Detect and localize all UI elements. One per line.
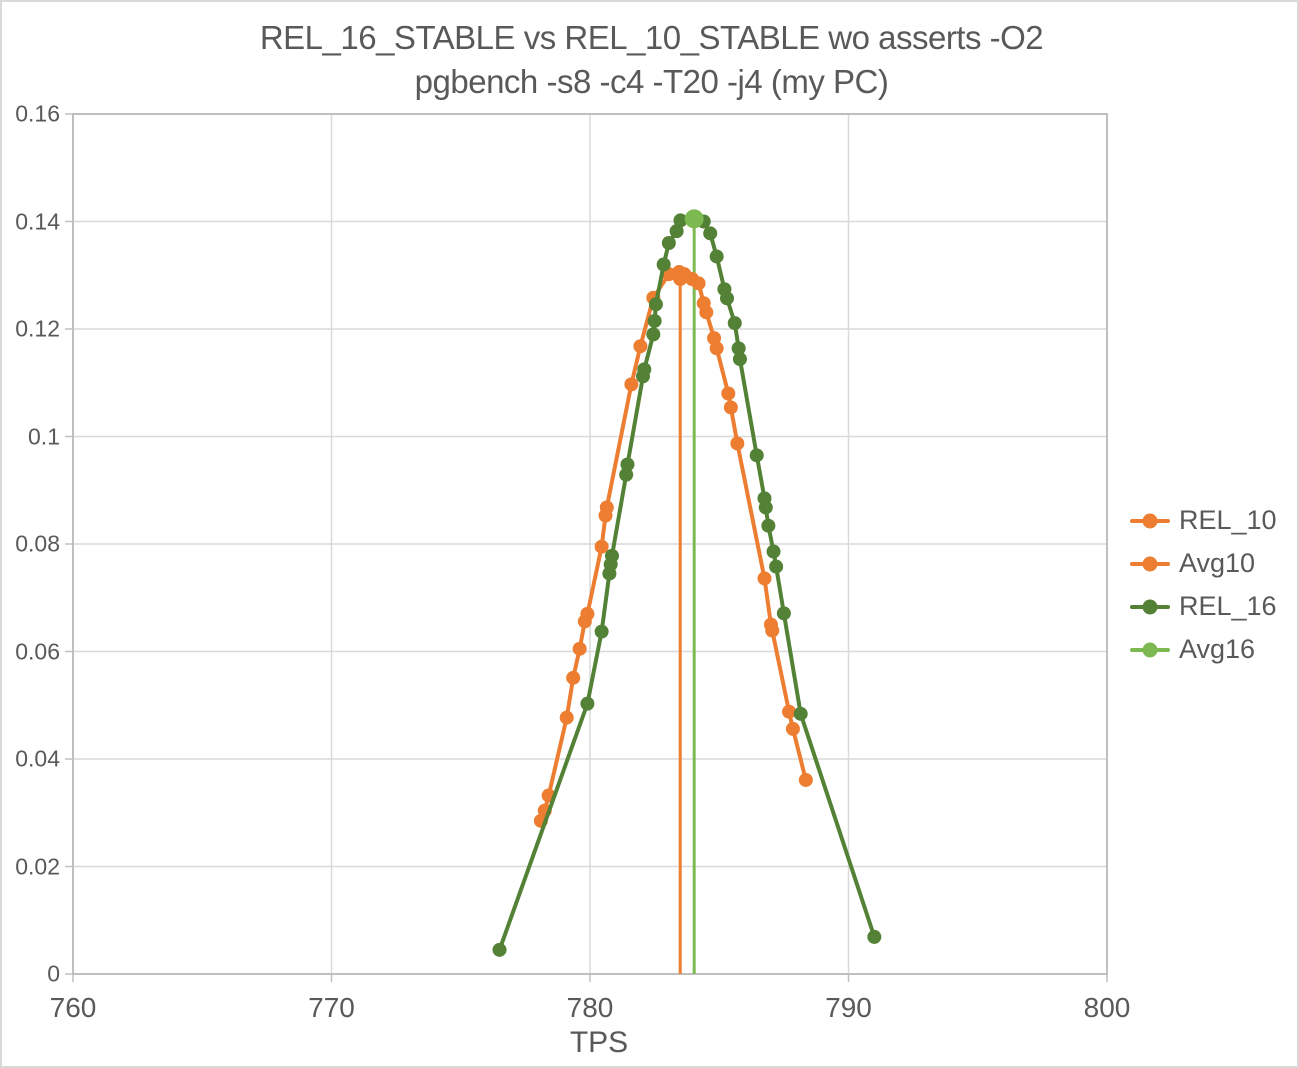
series-marker-rel_16 — [604, 548, 619, 563]
chart-title: REL_16_STABLE vs REL_10_STABLE wo assert… — [2, 16, 1297, 104]
legend-label: REL_10 — [1179, 505, 1277, 535]
series-marker-rel_16 — [594, 624, 609, 639]
series-marker-rel_16 — [648, 297, 663, 312]
series-marker-rel_10 — [757, 571, 772, 586]
series-marker-rel_10 — [699, 305, 714, 320]
y-tick-label: 0 — [47, 960, 60, 987]
plot-border — [72, 113, 1108, 975]
series-marker-rel_16 — [661, 236, 676, 250]
x-axis-title: TPS — [569, 1026, 629, 1059]
series-marker-rel_16 — [673, 213, 688, 228]
series-marker-rel_10 — [785, 721, 800, 736]
series-marker-rel_10 — [709, 341, 724, 356]
y-tick-label: 0.02 — [15, 853, 60, 879]
legend-swatch-rel_10 — [1130, 513, 1170, 528]
legend-marker-dot — [1142, 642, 1158, 657]
legend-swatch-avg16 — [1130, 642, 1170, 657]
y-tick-label: 0.12 — [15, 315, 60, 342]
series-marker-rel_16 — [647, 313, 662, 328]
legend-marker-dot — [1142, 599, 1158, 614]
legend-item-avg10: Avg10 — [1130, 542, 1297, 585]
series-marker-rel_10 — [566, 670, 581, 685]
series-marker-rel_10 — [723, 400, 738, 415]
legend-label: REL_16 — [1179, 591, 1277, 621]
series-marker-rel_10 — [782, 704, 797, 719]
y-tick-label: 0.04 — [15, 745, 60, 772]
legend: REL_10 Avg10 REL_16 Avg16 — [1130, 499, 1297, 671]
series-marker-rel_10 — [633, 339, 648, 354]
y-tick-label: 0.1 — [28, 423, 60, 449]
series-marker-rel_16 — [709, 249, 724, 264]
series-marker-rel_16 — [580, 696, 595, 711]
series-marker-rel_10 — [580, 606, 595, 621]
legend-item-rel_16: REL_16 — [1130, 585, 1297, 628]
y-tick-label: 0.06 — [15, 638, 60, 664]
y-tick-label: 0.14 — [15, 208, 60, 234]
series-marker-rel_16 — [749, 448, 764, 463]
avg-marker-avg16 — [684, 209, 704, 229]
series-marker-rel_16 — [766, 544, 781, 559]
series-marker-rel_16 — [758, 500, 773, 515]
series-marker-rel_10 — [730, 436, 745, 451]
series-marker-rel_16 — [776, 606, 791, 621]
chart-title-line2: pgbench -s8 -c4 -T20 -j4 (my PC) — [414, 63, 889, 100]
series-marker-rel_10 — [721, 386, 736, 401]
series-marker-rel_16 — [720, 291, 735, 306]
legend-swatch-avg10 — [1130, 556, 1170, 571]
x-tick-label: 780 — [566, 992, 614, 1023]
series-marker-rel_16 — [769, 559, 784, 574]
series-marker-rel_10 — [798, 772, 813, 787]
x-tick-label: 770 — [308, 992, 355, 1023]
series-marker-rel_10 — [572, 641, 587, 656]
avg-marker-avg10 — [673, 272, 688, 287]
series-marker-rel_10 — [691, 276, 706, 291]
series-marker-rel_10 — [559, 710, 574, 725]
legend-marker-dot — [1142, 556, 1158, 571]
series-marker-rel_10 — [765, 623, 780, 638]
series-marker-rel_10 — [624, 377, 639, 392]
legend-label: Avg10 — [1179, 548, 1256, 578]
series-marker-rel_16 — [637, 362, 652, 377]
series-line-rel_16 — [497, 218, 877, 952]
chart-title-line1: REL_16_STABLE vs REL_10_STABLE wo assert… — [259, 19, 1044, 56]
series-marker-rel_16 — [727, 316, 742, 331]
series-marker-rel_16 — [793, 706, 808, 721]
series-marker-rel_16 — [703, 226, 718, 241]
legend-label: Avg16 — [1179, 634, 1256, 664]
series-marker-rel_16 — [669, 224, 684, 239]
legend-marker-dot — [1142, 513, 1158, 528]
series-marker-rel_10 — [594, 539, 609, 554]
series-marker-rel_16 — [732, 352, 747, 367]
legend-item-avg16: Avg16 — [1130, 628, 1297, 671]
series-marker-rel_16 — [646, 327, 661, 342]
series-line-rel_10 — [538, 270, 808, 823]
series-marker-rel_16 — [620, 457, 635, 472]
y-tick-label: 0.08 — [15, 530, 60, 557]
series-marker-rel_16 — [619, 467, 634, 482]
legend-swatch-rel_16 — [1130, 599, 1170, 614]
x-tick-label: 760 — [49, 992, 97, 1023]
series-marker-rel_10 — [599, 500, 614, 515]
x-tick-label: 800 — [1083, 992, 1131, 1023]
series-marker-rel_16 — [731, 341, 746, 356]
x-tick-label: 790 — [825, 992, 872, 1023]
y-tick-label: 0.16 — [15, 100, 60, 127]
series-marker-rel_16 — [656, 257, 671, 272]
legend-item-rel_10: REL_10 — [1130, 499, 1297, 542]
series-marker-rel_16 — [492, 942, 507, 957]
series-marker-rel_16 — [867, 929, 882, 944]
series-marker-rel_16 — [761, 518, 776, 533]
